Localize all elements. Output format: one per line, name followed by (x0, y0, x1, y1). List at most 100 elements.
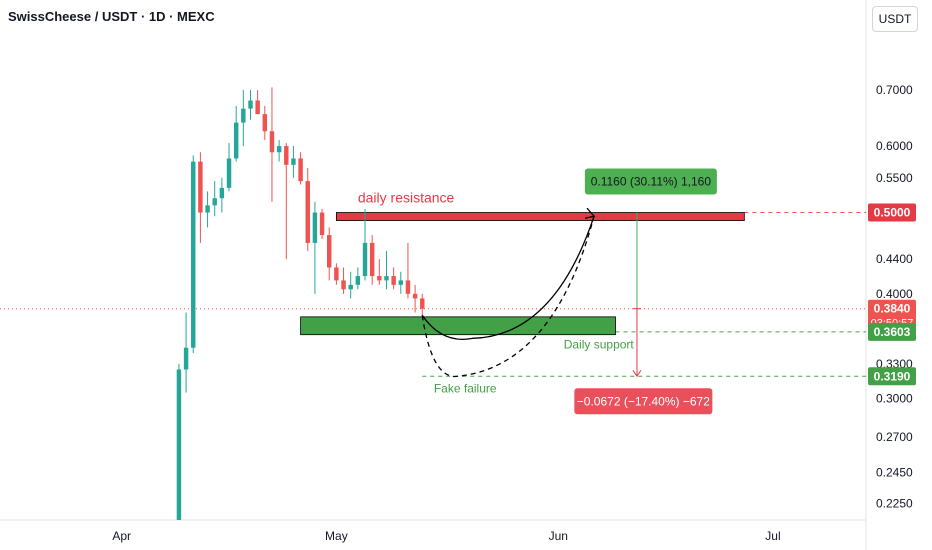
currency-button[interactable]: USDT (872, 6, 918, 32)
projection-path-solid (421, 215, 595, 340)
candle-down (327, 227, 332, 281)
candle-body (233, 122, 239, 159)
candle-down (334, 263, 339, 285)
candle-down (377, 259, 382, 285)
resistance-annotation: daily resistance (358, 190, 455, 206)
price-axis: 0.70000.60000.55000.44000.40000.33000.30… (876, 83, 913, 510)
candle-body (377, 276, 382, 281)
time-tick-label: Apr (112, 529, 131, 543)
candle-body (198, 161, 203, 213)
candle-up (205, 191, 210, 228)
fake-price-tag-bg (868, 367, 916, 386)
candle-down (269, 87, 275, 202)
candles (176, 87, 425, 520)
candle-up (212, 181, 217, 217)
time-axis: Apr May Jun Jul (112, 529, 780, 543)
price-tick-label: 0.2450 (876, 465, 913, 479)
candle-down (412, 284, 418, 313)
fake-price-tag-text: 0.3190 (874, 369, 911, 383)
candle-up (355, 267, 361, 290)
candle-body (226, 158, 232, 188)
candle-body (269, 131, 275, 153)
candle-body (369, 242, 375, 277)
candle-body (348, 284, 353, 290)
price-tick-label: 0.3000 (876, 392, 913, 406)
candle-down (305, 168, 310, 251)
chart-title: SwissCheese / USDT · 1D · MEXC (8, 9, 215, 24)
candle-up (291, 146, 296, 178)
candle-body (183, 347, 189, 370)
candle-body (212, 198, 217, 206)
candle-body (276, 146, 282, 153)
candle-body (398, 280, 404, 285)
candle-up (276, 140, 282, 162)
candle-up (312, 201, 318, 294)
candle-body (362, 242, 368, 277)
candle-body (412, 293, 418, 299)
price-tick-label: 0.6000 (876, 139, 913, 153)
projection-arrowhead (584, 207, 596, 219)
support-zone (300, 316, 616, 336)
candle-up (384, 250, 389, 290)
candle-body (334, 267, 339, 281)
candle-body (191, 161, 196, 348)
candle-body (219, 187, 225, 199)
current-price-tag-text: 0.3840 (874, 302, 911, 316)
candle-up (191, 155, 196, 354)
candle-up (176, 363, 182, 520)
support-price-tag: 0.3603 (868, 322, 916, 341)
fake-failure-annotation: Fake failure (434, 381, 497, 395)
fake-price-tag: 0.3190 (868, 367, 916, 386)
candle-body (355, 276, 361, 285)
candle-down (369, 235, 375, 285)
price-tick-label: 0.2250 (876, 496, 913, 510)
candle-down (284, 143, 289, 260)
time-tick-label: Jun (549, 529, 568, 543)
candle-body (241, 108, 246, 123)
candle-body (305, 181, 310, 243)
candle-up (398, 271, 404, 294)
candle-body (262, 114, 268, 132)
candle-body (420, 298, 425, 309)
loss-arrowhead (632, 369, 642, 378)
candle-body (312, 212, 318, 243)
price-tick-label: 0.2700 (876, 430, 913, 444)
candle-body (341, 280, 346, 290)
candle-up (233, 105, 239, 162)
price-tick-label: 0.4000 (876, 287, 913, 301)
price-tick-label: 0.5500 (876, 171, 913, 185)
candle-body (291, 158, 296, 165)
candle-down (198, 152, 203, 243)
loss-label-text: −0.0672 (−17.40%) −672 (577, 394, 710, 408)
candle-up (219, 177, 225, 213)
support-price-tag-bg (868, 322, 916, 341)
support-annotation: Daily support (564, 338, 635, 352)
candle-body (298, 158, 303, 182)
candle-up (183, 312, 189, 393)
candle-up (348, 271, 353, 299)
resistance-price-tag-text: 0.5000 (874, 206, 911, 220)
candle-down (341, 267, 346, 294)
profit-label-text: 0.1160 (30.11%) 1,160 (591, 175, 712, 189)
candle-down (319, 208, 325, 239)
candle-up (248, 89, 253, 120)
support-price-tag-text: 0.3603 (874, 325, 911, 339)
resistance-price-tag-bg (868, 203, 916, 222)
candle-body (255, 100, 260, 115)
candle-up (241, 89, 246, 147)
candle-body (384, 276, 389, 281)
candle-body (391, 276, 396, 285)
resistance-zone (335, 212, 745, 221)
candle-body (284, 146, 289, 165)
projection-path-dashed (421, 216, 595, 378)
candle-up (226, 143, 232, 192)
candle-down (405, 242, 411, 299)
candle-body (327, 235, 332, 268)
candle-down (298, 152, 303, 185)
candle-body (405, 280, 411, 294)
candle-down (255, 89, 260, 115)
candle-body (176, 369, 182, 520)
